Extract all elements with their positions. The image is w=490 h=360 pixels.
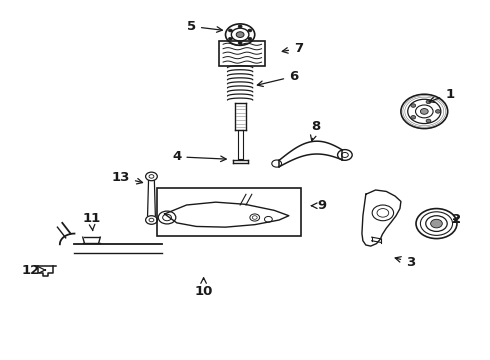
Circle shape: [228, 29, 232, 32]
Text: 1: 1: [429, 88, 454, 103]
Bar: [157, 188, 301, 237]
Circle shape: [420, 109, 428, 114]
Text: 6: 6: [257, 70, 298, 86]
Circle shape: [228, 37, 232, 40]
Circle shape: [248, 29, 252, 32]
Text: 13: 13: [112, 171, 143, 184]
Text: 8: 8: [311, 120, 320, 141]
Text: 4: 4: [172, 150, 226, 163]
Circle shape: [426, 119, 431, 123]
Text: 2: 2: [452, 213, 462, 226]
Text: 9: 9: [311, 199, 326, 212]
Circle shape: [248, 37, 252, 40]
Circle shape: [431, 219, 442, 228]
Text: 7: 7: [282, 42, 303, 55]
Text: 11: 11: [82, 212, 100, 230]
Circle shape: [411, 116, 416, 119]
Text: 3: 3: [395, 256, 416, 269]
Bar: [219, 41, 266, 66]
Circle shape: [436, 110, 441, 113]
Text: 5: 5: [187, 20, 222, 33]
Circle shape: [411, 104, 416, 107]
Circle shape: [238, 41, 242, 44]
Circle shape: [238, 25, 242, 28]
Circle shape: [236, 32, 244, 37]
Circle shape: [426, 100, 431, 104]
Text: 10: 10: [195, 278, 213, 298]
Text: 12: 12: [22, 264, 46, 276]
